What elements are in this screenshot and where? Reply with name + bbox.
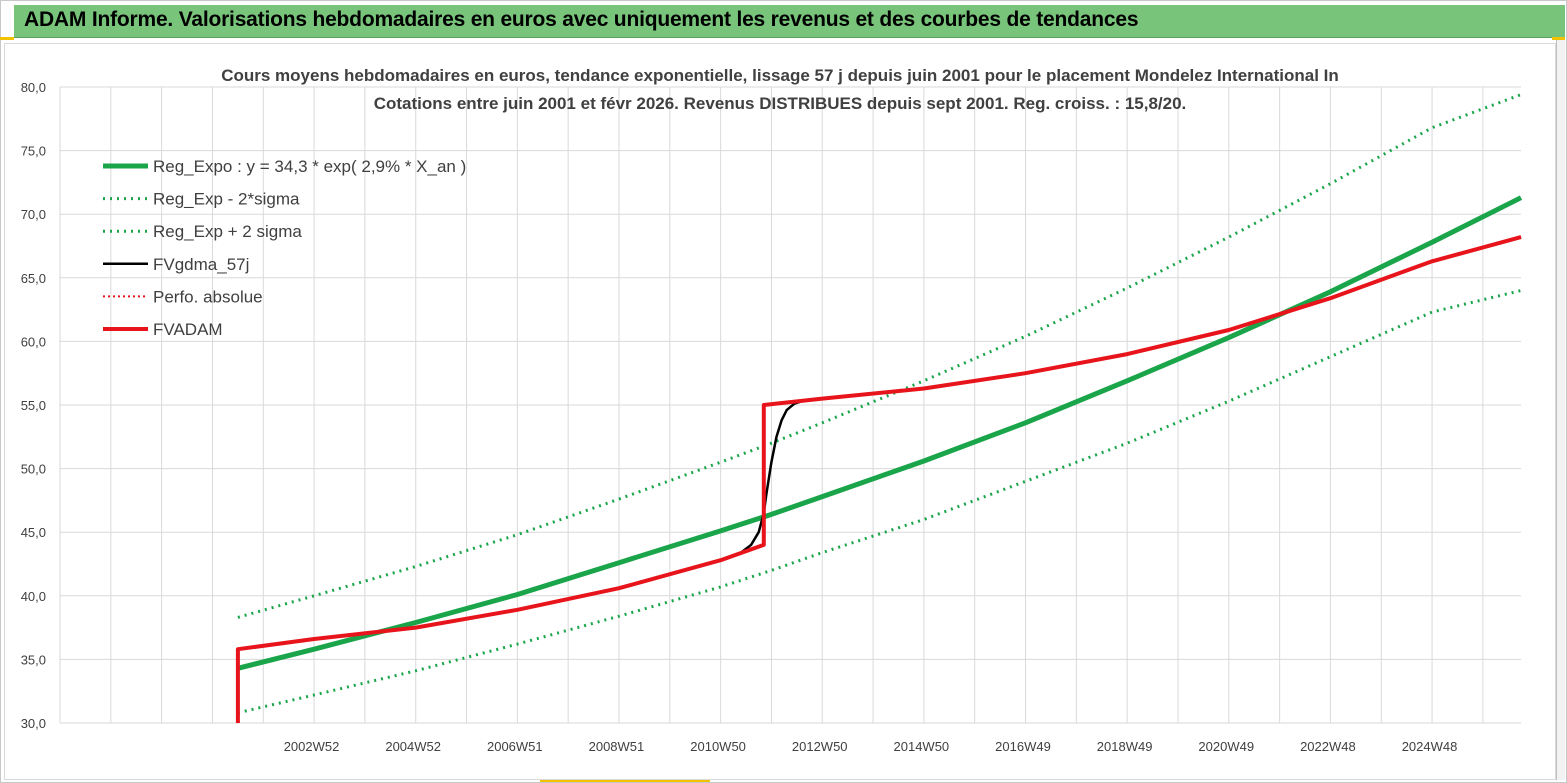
corner-mark-bottom [540,779,710,782]
y-tick-label: 65,0 [21,271,46,286]
x-tick-label: 2006W51 [487,739,543,754]
scrollbar-strip[interactable] [1556,40,1565,780]
x-tick-label: 2008W51 [589,739,645,754]
legend-label: FVgdma_57j [153,255,249,274]
x-tick-label: 2010W50 [690,739,746,754]
x-tick-label: 2016W49 [995,739,1051,754]
x-tick-label: 2012W50 [792,739,848,754]
y-tick-label: 35,0 [21,652,46,667]
y-axis: 30,0 35,0 40,0 45,0 50,0 55,0 60,0 65,0 70,0 75,0… [21,80,46,731]
series-line-6 [235,235,1522,723]
y-tick-label: 55,0 [21,398,46,413]
legend-label: Reg_Expo : y = 34,3 * exp( 2,9% * X_an ) [153,157,466,176]
legend: Reg_Expo : y = 34,3 * exp( 2,9% * X_an )… [103,157,466,339]
legend-label: FVADAM [153,320,223,339]
chart-title-line-1: Cours moyens hebdomadaires en euros, ten… [221,66,1339,85]
series-line-1 [237,195,1523,671]
y-tick-label: 80,0 [21,80,46,95]
y-tick-label: 40,0 [21,589,46,604]
x-tick-label: 2024W48 [1402,739,1458,754]
grid-lines [59,86,1521,724]
y-tick-label: 70,0 [21,207,46,222]
x-tick-label: 2004W52 [385,739,441,754]
x-tick-label: 2002W52 [284,739,340,754]
series-line-3 [237,93,1522,619]
y-tick-label: 75,0 [21,144,46,159]
y-tick-label: 50,0 [21,462,46,477]
y-tick-label: 45,0 [21,525,46,540]
legend-label: Perfo. absolue [153,287,263,306]
series-lines [235,93,1523,723]
legend-label: Reg_Exp + 2 sigma [153,222,302,241]
x-tick-label: 2020W49 [1198,739,1254,754]
title-banner: ADAM Informe. Valorisations hebdomadaire… [14,5,1565,38]
page-title: ADAM Informe. Valorisations hebdomadaire… [24,8,1139,31]
x-tick-label: 2018W49 [1097,739,1153,754]
x-tick-label: 2022W48 [1300,739,1356,754]
y-tick-label: 60,0 [21,334,46,349]
corner-mark-top-right [1552,37,1565,40]
series-line-2 [237,289,1522,715]
y-tick-label: 30,0 [21,716,46,731]
chart-frame [4,43,1556,780]
legend-label: Reg_Exp - 2*sigma [153,190,300,209]
x-axis: 2002W52 2004W52 2006W51 2008W51 2010W50 2012W… [284,739,1458,754]
corner-mark-top-left [0,37,14,40]
chart-title-line-2: Cotations entre juin 2001 et févr 2026. … [374,94,1187,113]
x-tick-label: 2014W50 [894,739,950,754]
